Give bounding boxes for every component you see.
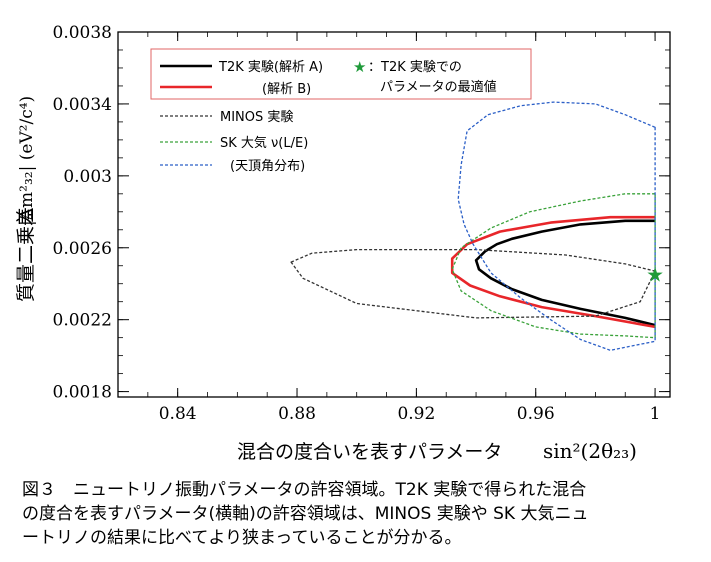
series-line-2 <box>290 248 656 319</box>
x-tick-label: 0.88 <box>278 404 316 424</box>
figure-caption: 図３ ニュートリノ振動パラメータの許容領域。T2K 実験で得られた混合 の度合を… <box>22 478 702 550</box>
legend-dotted: MINOS 実験 SK 大気 ν(L/E) (天頂角分布) <box>160 109 308 174</box>
plot-frame <box>117 31 671 398</box>
legend-label-t2k-b: (解析 B) <box>262 82 311 97</box>
x-tick-label: 0.92 <box>397 404 435 424</box>
y-tick-label: 0.0018 <box>53 383 112 403</box>
legend-label-sk-le: SK 大気 ν(L/E) <box>220 135 308 151</box>
series-line-0 <box>474 219 656 327</box>
series-line-3 <box>451 193 656 339</box>
y-tick-label: 0.0022 <box>53 311 112 331</box>
y-axis-label-text: 質量二乗差 <box>15 207 37 302</box>
best-fit-label-line2: パラメータの最適値 <box>380 79 497 95</box>
series-line-1 <box>450 215 656 329</box>
best-fit-label-line1: ：T2K 実験での <box>368 59 462 75</box>
x-tick-label: 0.96 <box>517 404 555 424</box>
caption-line: 図３ ニュートリノ振動パラメータの許容領域。T2K 実験で得られた混合 <box>22 480 587 500</box>
plot-area <box>290 101 656 351</box>
best-fit-star-icon: ★ <box>353 58 366 76</box>
x-tick-label: 1 <box>650 404 661 424</box>
chart-figure: 0.84 0.88 0.92 0.96 1 0.0018 0.0022 0.0026 0.003… <box>15 23 671 463</box>
caption-line: ートリノの結果に比べてより狭まっていることが分かる。 <box>22 528 462 548</box>
legend: T2K 実験(解析 A) (解析 B) ★ ：T2K 実験での パラメータの最適… <box>150 48 532 100</box>
series-line-4 <box>457 101 656 351</box>
x-axis-label-text: 混合の度合いを表すパラメータ <box>237 441 502 463</box>
y-tick-label: 0.0026 <box>53 239 112 259</box>
legend-box <box>150 48 532 100</box>
legend-label-minos: MINOS 実験 <box>220 109 293 125</box>
y-tick-label: 0.0038 <box>53 23 112 43</box>
y-tick-label: 0.003 <box>63 167 112 187</box>
caption-line: の度合を表すパラメータ(横軸)の許容領域は、MINOS 実験や SK 大気ニュ <box>22 504 589 524</box>
y-tick-label: 0.0034 <box>53 95 112 115</box>
legend-label-t2k-a: T2K 実験(解析 A) <box>218 59 323 75</box>
x-tick-label: 0.84 <box>159 404 197 424</box>
x-axis-label-math: sin²(2θ₂₃) <box>543 439 637 463</box>
y-axis-label-math: |Δm²₃₂| (eV²/c⁴) <box>17 96 37 226</box>
axes: 0.84 0.88 0.92 0.96 1 0.0018 0.0022 0.0026 0.003… <box>53 23 670 424</box>
best-fit-star-marker: ★ <box>646 263 664 287</box>
legend-label-sk-zenith: (天頂角分布) <box>230 159 305 174</box>
